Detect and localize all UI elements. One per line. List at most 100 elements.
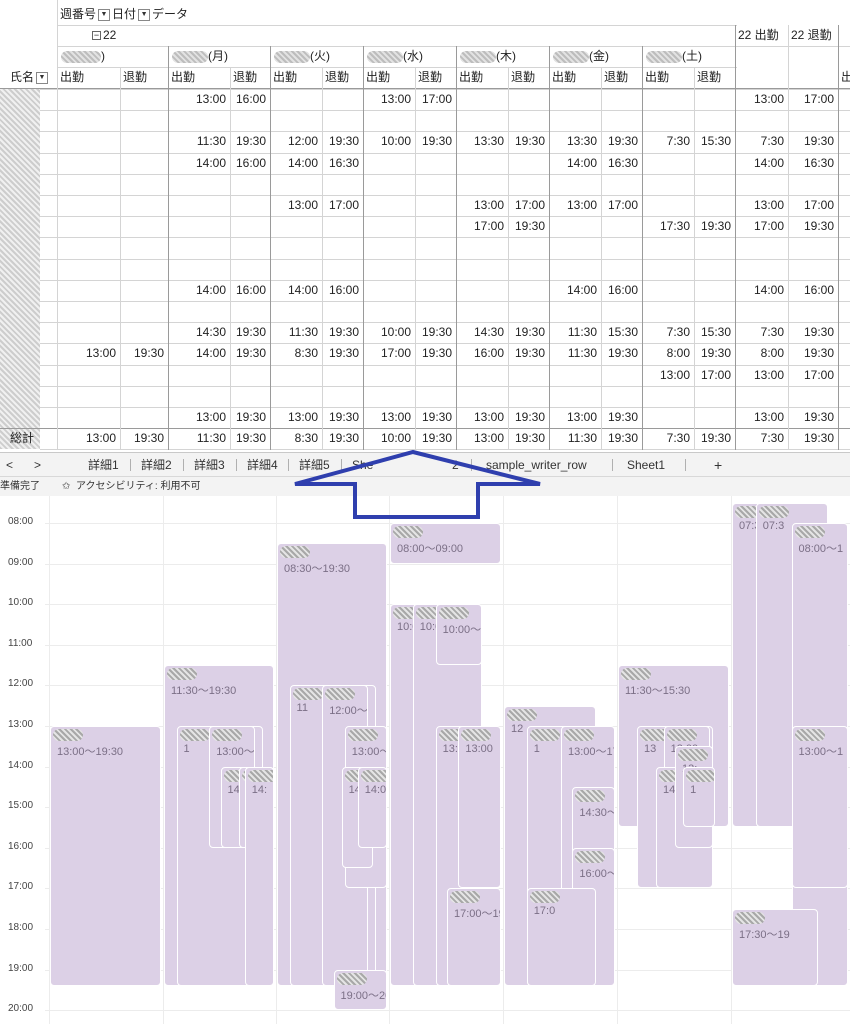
out-header[interactable]: 退勤 [418,70,443,84]
dropdown-icon[interactable]: ▼ [98,8,111,21]
time-cell[interactable]: 7:30 [666,134,690,149]
time-cell[interactable]: 19:30 [514,346,545,361]
time-cell[interactable]: 16:30 [607,155,638,170]
summary-out-header[interactable]: 22 退勤 [791,28,832,42]
time-cell[interactable]: 14:00 [195,346,226,361]
calendar-event[interactable]: 14: [244,766,274,986]
time-cell[interactable]: 19:30 [514,219,545,234]
time-cell[interactable]: 11:30 [567,325,597,340]
calendar-event[interactable]: 13:00 [458,726,501,889]
tab-detail-1[interactable]: 詳細1 [88,458,119,472]
time-cell[interactable]: 19:30 [421,134,452,149]
time-cell[interactable]: 16:30 [803,155,834,170]
time-cell[interactable]: 13:00 [380,92,411,106]
out-header[interactable]: 退勤 [233,70,258,84]
time-cell[interactable]: 10:00 [380,325,411,340]
total-cell[interactable]: 10:00 [380,431,411,446]
total-cell[interactable]: 19:30 [235,431,266,446]
calendar-event[interactable]: 1 [683,766,715,828]
time-cell[interactable]: 13:00 [753,198,784,212]
time-cell[interactable]: 15:30 [700,325,731,340]
time-cell[interactable]: 19:30 [421,346,452,361]
time-cell[interactable]: 19:30 [328,134,359,149]
field-week[interactable]: 週番号 [60,7,97,21]
time-cell[interactable]: 19:30 [803,410,834,424]
summary-in-header[interactable]: 22 出勤 [738,28,779,42]
time-cell[interactable]: 19:30 [328,325,359,340]
status-accessibility[interactable]: アクセシビリティ: 利用不可 [76,481,201,492]
time-cell[interactable]: 7:30 [666,325,690,340]
time-cell[interactable]: 19:30 [803,325,834,340]
total-cell[interactable]: 19:30 [607,431,638,446]
calendar-event[interactable]: 13:00〜19:30 [50,726,161,986]
time-cell[interactable]: 17:00 [514,198,545,212]
time-cell[interactable]: 17:00 [328,198,359,212]
total-label[interactable]: 総計 [10,431,35,446]
calendar-event[interactable]: 10:00〜11 [435,604,482,666]
time-cell[interactable]: 17:00 [803,367,834,382]
total-cell[interactable]: 11:30 [567,431,597,446]
time-cell[interactable]: 17:00 [473,219,504,234]
time-cell[interactable]: 19:30 [803,134,834,149]
in-header[interactable]: 出勤 [60,70,85,84]
time-cell[interactable]: 13:00 [473,410,504,424]
time-cell[interactable]: 19:30 [700,219,731,234]
time-cell[interactable]: 19:30 [235,410,266,424]
time-cell[interactable]: 19:30 [235,346,266,361]
day-header-5[interactable]: (金) [553,46,642,67]
time-cell[interactable]: 11:30 [196,134,226,149]
tab-sheet1[interactable]: Sheet1 [627,458,666,472]
time-cell[interactable]: 17:00 [700,367,731,382]
tab-sample-writer-row[interactable]: sample_writer_row [486,458,587,472]
out-header[interactable]: 退勤 [604,70,629,84]
time-cell[interactable]: 17:00 [803,198,834,212]
time-cell[interactable]: 11:30 [567,346,597,361]
time-cell[interactable]: 13:00 [659,367,690,382]
time-cell[interactable]: 14:00 [753,282,784,297]
total-cell[interactable]: 13:00 [473,431,504,446]
time-cell[interactable]: 13:00 [753,92,784,106]
time-cell[interactable]: 17:00 [803,92,834,106]
in-header[interactable]: 出勤 [459,70,484,84]
time-cell[interactable]: 13:00 [473,198,504,212]
time-cell[interactable]: 19:30 [421,325,452,340]
calendar-event[interactable]: 17:30〜19 [732,908,819,986]
tab-nav-next-button[interactable]: > [34,458,42,472]
time-cell[interactable]: 11:30 [288,325,318,340]
time-cell[interactable]: 13:30 [473,134,504,149]
tab-sheet-partial-2[interactable]: 2 [452,458,459,472]
in-header[interactable]: 出勤 [273,70,298,84]
time-cell[interactable]: 19:30 [607,134,638,149]
time-cell[interactable]: 19:30 [803,346,834,361]
time-cell[interactable]: 19:30 [133,346,164,361]
time-cell[interactable]: 10:00 [380,134,411,149]
calendar-event[interactable]: 17:0 [526,888,596,986]
collapse-icon[interactable]: − [92,30,101,41]
time-cell[interactable]: 14:00 [753,155,784,170]
calendar-event[interactable]: 13:00〜1 [791,726,848,889]
time-cell[interactable]: 14:00 [287,155,318,170]
time-cell[interactable]: 17:00 [607,198,638,212]
total-cell[interactable]: 19:30 [133,431,164,446]
time-cell[interactable]: 16:00 [607,282,638,297]
time-cell[interactable]: 16:00 [473,346,504,361]
time-cell[interactable]: 19:30 [235,325,266,340]
total-cell[interactable]: 7:30 [666,431,690,446]
time-cell[interactable]: 13:00 [195,410,226,424]
time-cell[interactable]: 7:30 [760,134,784,149]
time-cell[interactable]: 17:00 [421,92,452,106]
total-cell[interactable]: 7:30 [760,431,784,446]
dropdown-icon[interactable]: ▼ [138,8,151,21]
summary-next-header[interactable]: 出 [841,70,850,84]
total-cell[interactable]: 19:30 [421,431,452,446]
calendar-event[interactable]: 17:00〜19:30 [447,888,501,986]
time-cell[interactable]: 14:30 [195,325,226,340]
total-cell[interactable]: 8:30 [294,431,318,446]
add-sheet-button[interactable]: + [714,457,723,473]
dropdown-icon[interactable]: ▼ [36,71,49,84]
time-cell[interactable]: 15:30 [700,134,731,149]
day-header-0[interactable]: ) [61,46,168,67]
time-cell[interactable]: 17:00 [380,346,411,361]
time-cell[interactable]: 16:00 [803,282,834,297]
total-cell[interactable]: 19:30 [700,431,731,446]
